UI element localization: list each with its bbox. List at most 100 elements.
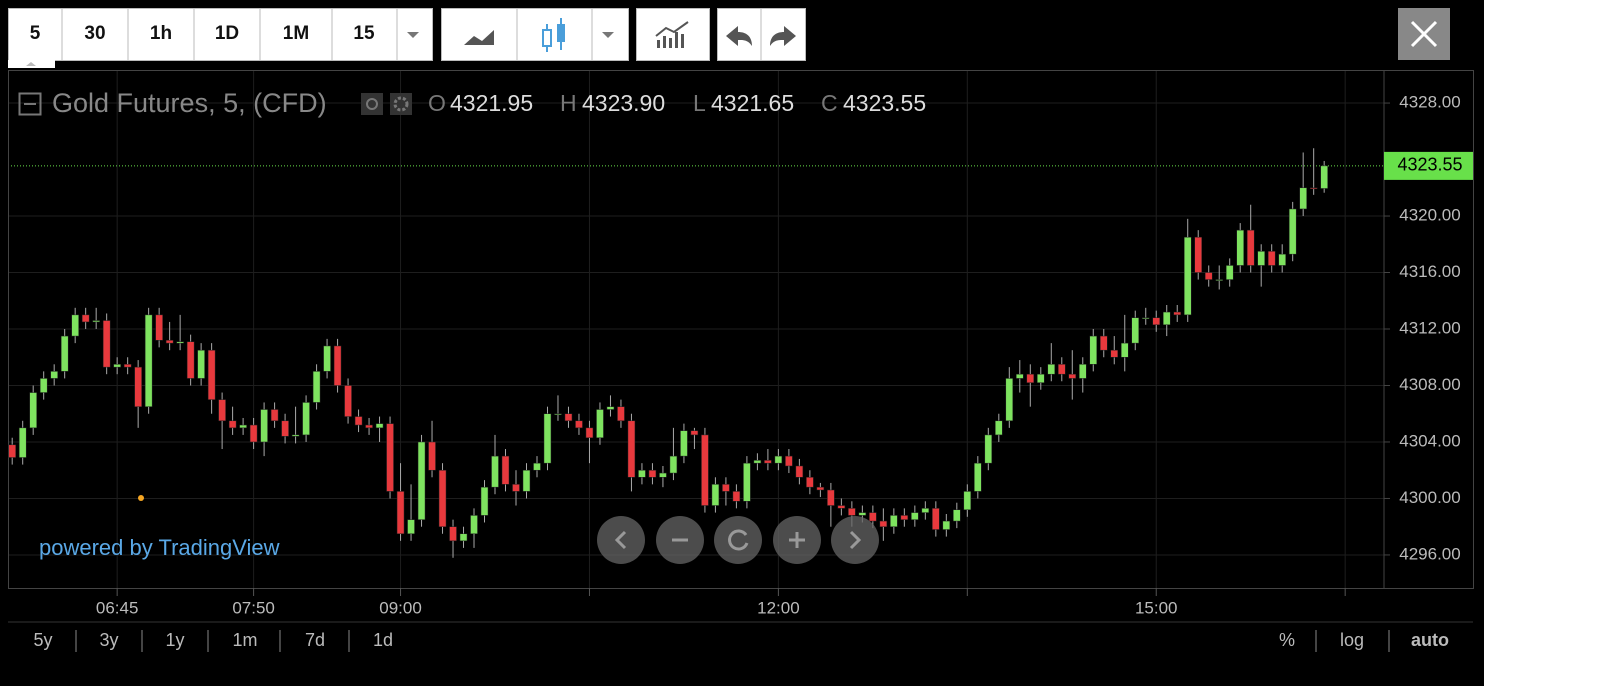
candle-body [407,519,415,535]
candle-body [333,345,342,386]
candle-body [743,462,751,502]
toolbar [8,8,1450,68]
indicators-button[interactable] [636,8,710,61]
candle-body [113,364,121,368]
range-button[interactable]: 1d [373,630,393,650]
candle-body [869,512,877,522]
candle-body [1100,335,1108,351]
candle-body [134,366,142,407]
candle-body [1204,272,1213,280]
candle-body [1299,187,1307,210]
candle-body [291,434,300,437]
collapse-icon[interactable] [18,92,42,116]
interval-button[interactable]: 30 [84,23,105,44]
candle-body [270,409,279,422]
candle-body [596,409,604,438]
candle-body [533,462,541,471]
low-label: L [693,90,706,116]
interval-button[interactable]: 1h [150,23,172,44]
redo-button[interactable] [770,26,796,46]
candle-body [1173,311,1181,316]
candle-body [1079,364,1087,379]
style-group [441,8,629,61]
candle-body [963,491,972,511]
candle-body [1162,311,1171,326]
scroll-left-button[interactable] [597,516,645,564]
candle-body [501,455,510,485]
event-marker[interactable] [138,495,144,501]
undo-button[interactable] [726,26,752,46]
candle-body [1005,378,1014,422]
candle-body [890,515,898,527]
interval-button[interactable]: 5 [30,23,41,44]
interval-button[interactable]: 15 [353,23,375,44]
candle-body [1246,229,1255,266]
range-button[interactable]: 7d [305,630,325,650]
candle-body [312,371,321,403]
candle-style-button[interactable] [542,18,565,52]
candle-body [1267,251,1276,266]
range-button[interactable]: 1y [165,630,184,650]
candle-body [207,349,216,400]
high-value: 4323.90 [582,90,665,116]
candle-body [260,409,268,443]
candle-body [648,469,657,478]
candle-body [354,416,363,426]
candle-body [186,341,195,379]
candle-body [281,420,289,437]
candle-body [1141,317,1150,319]
candle-body [1257,251,1265,266]
panel-bg [0,0,1484,686]
range-button[interactable]: 1m [232,630,257,650]
candle-body [732,491,741,502]
interval-button[interactable]: 1D [215,23,239,44]
reset-button[interactable] [714,516,762,564]
range-button[interactable]: 5y [33,630,52,650]
close-label: C [821,90,838,116]
interval-dropdown[interactable] [407,32,419,38]
scroll-right-button[interactable] [831,516,879,564]
candle-body [1058,364,1066,375]
footer: 5y 3y 1y 1m 7d 1d% log auto [33,630,1449,652]
interval-button[interactable]: 1M [283,23,309,44]
candle-body [71,314,79,337]
candle-body [1089,335,1098,365]
candle-body [29,392,37,429]
candle-body [165,340,174,344]
candle-body [197,349,205,379]
candle-body [984,434,993,464]
candle-body [18,427,27,458]
candle-body [438,469,447,527]
line-style-button[interactable] [464,30,494,45]
candle-body [92,320,100,323]
candle-body [1068,373,1077,379]
candle-body [974,462,982,492]
candle-body [711,484,720,506]
candle-body [617,406,625,422]
candle-body [396,491,405,535]
candle-body [81,314,90,323]
candle-body [932,508,940,530]
settings-icon[interactable] [390,93,412,115]
range-button[interactable]: 3y [99,630,118,650]
candle-body [39,378,48,393]
y-tick-label: 4320.00 [1399,206,1460,225]
visibility-icon[interactable] [361,93,383,115]
low-value: 4321.65 [711,90,794,116]
candle-body [638,469,646,478]
candle-body [564,413,573,422]
candle-body [50,371,58,379]
close-value: 4323.55 [843,90,926,116]
candle-body [554,413,562,415]
y-tick-label: 4296.00 [1399,544,1460,563]
candle-body [659,472,667,478]
scale-mode-button[interactable]: log [1340,630,1364,650]
scale-mode-button[interactable]: % [1279,630,1295,650]
candle-body [753,460,762,464]
scale-mode-button[interactable]: auto [1411,630,1449,650]
gear [393,96,409,112]
style-dropdown[interactable] [602,32,614,38]
candle-body [953,509,961,522]
